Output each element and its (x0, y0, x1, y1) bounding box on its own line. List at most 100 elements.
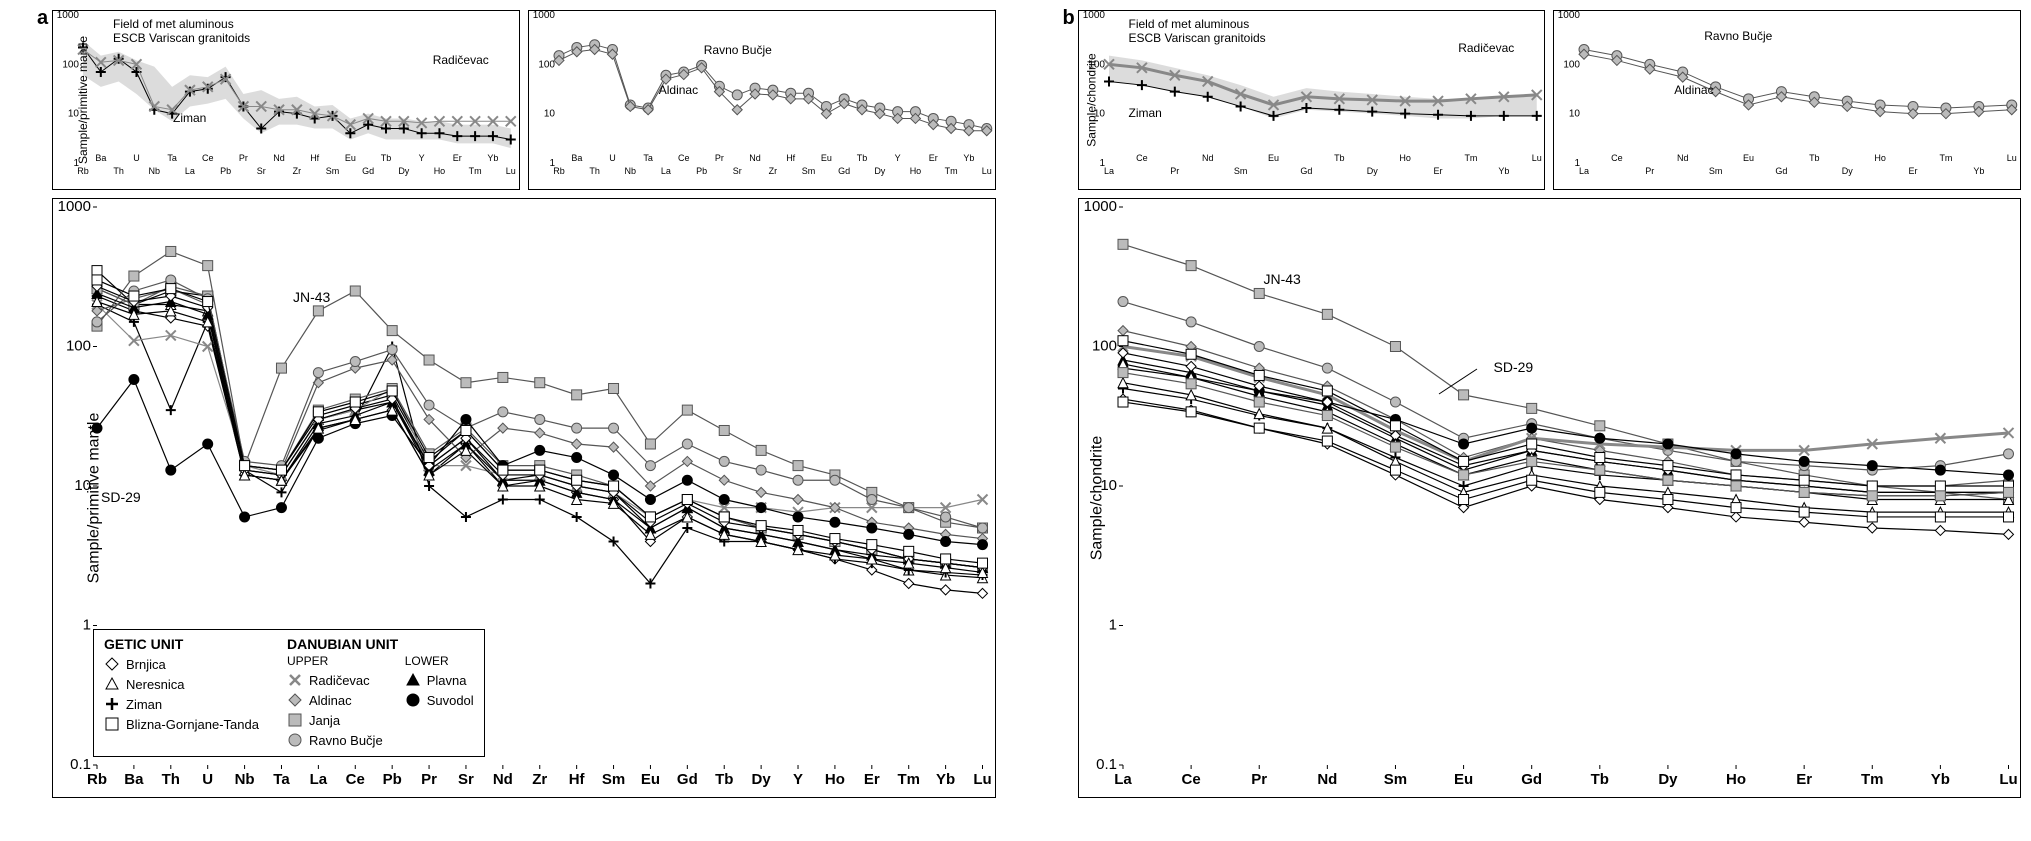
svg-text:La: La (661, 166, 671, 176)
svg-text:Tb: Tb (1809, 153, 1820, 163)
svg-text:Nd: Nd (1317, 771, 1337, 788)
inset-a1-chart: a Sample/primitive mantle 1101001000RbTh… (52, 10, 520, 190)
svg-text:Nd: Nd (1201, 153, 1213, 163)
svg-text:La: La (1579, 166, 1589, 176)
svg-text:Nd: Nd (493, 771, 513, 788)
svg-text:Tb: Tb (715, 771, 733, 788)
svg-text:Ce: Ce (678, 153, 690, 163)
svg-text:Nd: Nd (749, 153, 761, 163)
svg-text:Yb: Yb (1498, 166, 1509, 176)
svg-text:Lu: Lu (2007, 153, 2017, 163)
legend-blizna: Blizna-Gornjane-Tanda (104, 714, 259, 734)
svg-text:Sm: Sm (602, 771, 625, 788)
svg-text:Sm: Sm (1383, 771, 1406, 788)
svg-text:Tm: Tm (1940, 153, 1953, 163)
svg-text:Sm: Sm (1709, 166, 1723, 176)
svg-text:Eu: Eu (1743, 153, 1754, 163)
svg-text:100: 100 (1564, 59, 1581, 70)
svg-text:Er: Er (1909, 166, 1918, 176)
svg-text:La: La (185, 166, 195, 176)
inset-b2-chart: 1101001000LaPrSmGdDyErYbCeNdEuTbHoTmLu R… (1553, 10, 2021, 190)
svg-text:Tb: Tb (1590, 771, 1608, 788)
svg-text:Sm: Sm (326, 166, 340, 176)
main-b-ylabel: Sample/chondrite (1088, 436, 1106, 561)
svg-text:Nb: Nb (624, 166, 636, 176)
svg-text:Pb: Pb (696, 166, 707, 176)
svg-text:Pr: Pr (1251, 771, 1267, 788)
svg-text:Yb: Yb (487, 153, 498, 163)
legend-ziman: Ziman (104, 694, 259, 714)
svg-text:Lu: Lu (1531, 153, 1541, 163)
svg-text:Gd: Gd (1521, 771, 1542, 788)
legend-janja: Janja (287, 710, 383, 730)
svg-text:Nb: Nb (149, 166, 161, 176)
svg-text:Ce: Ce (202, 153, 214, 163)
svg-text:Rb: Rb (553, 166, 565, 176)
svg-text:Rb: Rb (87, 771, 107, 788)
svg-text:1000: 1000 (1083, 199, 1116, 215)
svg-text:Lu: Lu (973, 771, 991, 788)
main-b-chart: Sample/chondrite 0.11101001000LaCePrNdSm… (1078, 198, 2022, 798)
svg-text:Tm: Tm (1464, 153, 1477, 163)
inset-a-ylabel: Sample/primitive mantle (76, 36, 90, 164)
svg-text:Gd: Gd (1300, 166, 1312, 176)
svg-text:Gd: Gd (1776, 166, 1788, 176)
svg-text:Th: Th (113, 166, 124, 176)
svg-text:Eu: Eu (821, 153, 832, 163)
svg-text:La: La (1114, 771, 1132, 788)
panel-b-column: b Sample/chondrite 1101001000LaPrSmGdDyE… (1036, 10, 2022, 798)
legend-lower-subheader: LOWER (405, 654, 474, 668)
svg-text:Ta: Ta (643, 153, 653, 163)
svg-text:Pr: Pr (239, 153, 248, 163)
svg-text:1000: 1000 (57, 11, 80, 21)
svg-text:1: 1 (1108, 617, 1116, 634)
svg-text:Eu: Eu (641, 771, 660, 788)
svg-text:Eu: Eu (345, 153, 356, 163)
svg-text:Tm: Tm (897, 771, 920, 788)
svg-text:Hf: Hf (310, 153, 319, 163)
svg-text:Ba: Ba (571, 153, 582, 163)
panel-a-label: a (37, 7, 48, 30)
inset-b-ylabel: Sample/chondrite (1084, 53, 1098, 146)
svg-text:Eu: Eu (1453, 771, 1472, 788)
svg-text:10: 10 (1569, 109, 1581, 120)
svg-text:La: La (1103, 166, 1113, 176)
svg-text:Tb: Tb (856, 153, 867, 163)
svg-text:Dy: Dy (1366, 166, 1377, 176)
svg-text:Lu: Lu (1999, 771, 2017, 788)
svg-text:Yb: Yb (1974, 166, 1985, 176)
svg-text:Sr: Sr (458, 771, 474, 788)
svg-text:Th: Th (162, 771, 180, 788)
legend-getic-header: GETIC UNIT (104, 636, 259, 652)
svg-text:Pb: Pb (220, 166, 231, 176)
svg-text:Pr: Pr (715, 153, 724, 163)
svg-text:Tm: Tm (944, 166, 957, 176)
svg-text:Th: Th (589, 166, 600, 176)
legend-aldinac: Aldinac (287, 690, 383, 710)
svg-text:Y: Y (419, 153, 425, 163)
inset-b1-chart: b Sample/chondrite 1101001000LaPrSmGdDyE… (1078, 10, 1546, 190)
svg-text:Dy: Dy (398, 166, 409, 176)
legend-getic-col: GETIC UNIT Brnjica Neresnica Ziman Blizn… (104, 636, 259, 750)
legend-suvodol: Suvodol (405, 690, 474, 710)
svg-text:Tm: Tm (1861, 771, 1884, 788)
svg-text:Ho: Ho (1726, 771, 1746, 788)
figure-root: a Sample/primitive mantle 1 10 100 1000 Rb Th… (10, 10, 2021, 798)
svg-text:Nb: Nb (235, 771, 255, 788)
svg-text:Ho: Ho (909, 166, 921, 176)
svg-text:Zr: Zr (768, 166, 777, 176)
svg-text:Er: Er (453, 153, 462, 163)
svg-text:10: 10 (544, 109, 556, 120)
svg-text:Pr: Pr (421, 771, 437, 788)
legend-plavna: Plavna (405, 670, 474, 690)
legend-ravno: Ravno Bučje (287, 730, 383, 750)
legend-upper-subheader: UPPER (287, 654, 383, 668)
svg-text:Dy: Dy (1842, 166, 1853, 176)
svg-text:Lu: Lu (981, 166, 991, 176)
svg-text:Sr: Sr (257, 166, 266, 176)
svg-text:Ho: Ho (1399, 153, 1411, 163)
svg-text:Hf: Hf (569, 771, 586, 788)
svg-text:La: La (310, 771, 328, 788)
svg-text:Gd: Gd (677, 771, 698, 788)
svg-text:Pr: Pr (1646, 166, 1655, 176)
